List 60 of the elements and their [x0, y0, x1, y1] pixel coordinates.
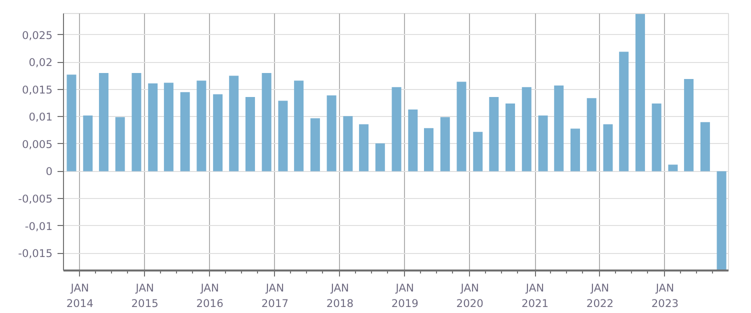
- bar: [148, 83, 158, 172]
- x-tick-label: JAN 2015: [131, 282, 158, 310]
- bar: [700, 122, 710, 172]
- y-tick-label: 0,015: [22, 83, 53, 96]
- bar: [586, 98, 596, 172]
- bar: [522, 87, 532, 172]
- bar: [392, 87, 402, 172]
- bar: [603, 124, 613, 172]
- bar: [424, 128, 434, 172]
- bar: [294, 80, 304, 172]
- bar: [278, 100, 288, 172]
- y-tick-label: 0,02: [28, 56, 53, 70]
- bar: [310, 118, 320, 172]
- y-tick-label: -0,015: [18, 247, 53, 260]
- bar: [245, 96, 255, 172]
- y-tick-label: 0,005: [22, 138, 53, 151]
- x-tick-label: JAN 2019: [391, 282, 419, 310]
- x-tick-label: JAN 2018: [326, 282, 354, 310]
- y-tick-label: 0,01: [28, 110, 53, 124]
- bar: [213, 94, 223, 172]
- bar: [570, 128, 580, 172]
- bar: [684, 78, 694, 172]
- bar: [132, 72, 142, 172]
- bar: [538, 116, 548, 172]
- x-tick-label: JAN 2022: [586, 282, 614, 310]
- bar: [635, 14, 645, 172]
- bar: [375, 143, 385, 172]
- bar: [262, 72, 272, 172]
- bar: [343, 116, 353, 172]
- x-tick-label: JAN 2014: [66, 282, 94, 310]
- x-tick-label: JAN 2021: [521, 282, 549, 310]
- bar: [716, 171, 726, 270]
- bar: [83, 116, 93, 172]
- bar: [196, 80, 206, 172]
- bar: [229, 76, 239, 172]
- bar: [456, 82, 466, 172]
- bar: [408, 110, 418, 172]
- y-tick-label: 0: [46, 165, 53, 178]
- bar: [359, 124, 369, 172]
- bar: [180, 92, 190, 172]
- y-tick-label: 0,025: [22, 28, 53, 42]
- bar: [619, 52, 629, 172]
- bar: [473, 132, 483, 172]
- bar: [440, 117, 450, 172]
- bar: [66, 74, 76, 172]
- bar: [554, 86, 564, 172]
- bar: [652, 104, 662, 172]
- bar: [98, 72, 108, 172]
- x-tick-label: JAN 2016: [196, 282, 224, 310]
- y-tick-label: -0,01: [24, 220, 53, 233]
- bar: [326, 95, 336, 172]
- bar: [115, 117, 125, 172]
- bar: [506, 104, 516, 172]
- y-tick-label: -0,005: [18, 192, 53, 206]
- x-tick-label: JAN 2023: [651, 282, 679, 310]
- bar: [164, 82, 174, 172]
- x-tick-label: JAN 2017: [261, 282, 289, 310]
- bar: [489, 96, 499, 172]
- x-tick-label: JAN 2020: [456, 282, 484, 310]
- bar: [668, 164, 678, 172]
